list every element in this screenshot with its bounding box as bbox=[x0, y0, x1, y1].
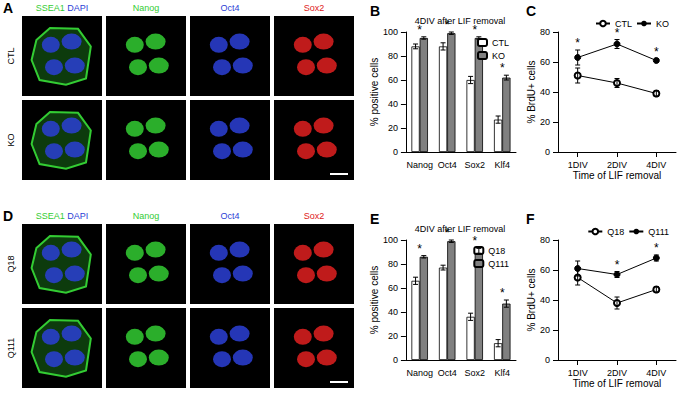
svg-text:*: * bbox=[472, 234, 477, 248]
svg-text:60: 60 bbox=[388, 283, 398, 293]
svg-text:0: 0 bbox=[393, 147, 398, 157]
svg-text:60: 60 bbox=[388, 75, 398, 85]
svg-text:CTL: CTL bbox=[615, 18, 632, 29]
svg-text:20: 20 bbox=[540, 325, 550, 335]
svg-text:*: * bbox=[445, 18, 450, 32]
svg-text:4DIV: 4DIV bbox=[646, 368, 666, 378]
svg-text:100: 100 bbox=[383, 27, 398, 37]
svg-text:*: * bbox=[654, 45, 659, 59]
svg-text:Time of LIF removal: Time of LIF removal bbox=[573, 170, 662, 181]
svg-text:KO: KO bbox=[6, 133, 16, 146]
svg-text:Sox2: Sox2 bbox=[304, 3, 325, 13]
svg-text:% positive cells: % positive cells bbox=[369, 58, 380, 126]
svg-text:4DIV after LIF removal: 4DIV after LIF removal bbox=[415, 224, 506, 234]
svg-text:*: * bbox=[654, 241, 659, 255]
svg-text:60: 60 bbox=[540, 265, 550, 275]
svg-text:*: * bbox=[417, 242, 422, 256]
svg-text:Klf4: Klf4 bbox=[494, 160, 510, 170]
svg-text:2DIV: 2DIV bbox=[607, 160, 627, 170]
svg-text:Q111: Q111 bbox=[488, 259, 509, 269]
svg-text:80: 80 bbox=[540, 235, 550, 245]
svg-text:Q18: Q18 bbox=[488, 246, 505, 256]
svg-text:*: * bbox=[417, 23, 422, 37]
svg-text:Oct4: Oct4 bbox=[220, 3, 239, 13]
svg-text:*: * bbox=[445, 226, 450, 240]
svg-text:KO: KO bbox=[492, 51, 505, 61]
svg-text:Nanog: Nanog bbox=[133, 211, 160, 221]
svg-text:% BrdU+ cells: % BrdU+ cells bbox=[526, 60, 537, 123]
svg-text:1DIV: 1DIV bbox=[568, 160, 588, 170]
svg-text:CTL: CTL bbox=[492, 38, 509, 48]
svg-text:0: 0 bbox=[545, 147, 550, 157]
svg-text:4DIV after LIF removal: 4DIV after LIF removal bbox=[415, 16, 506, 26]
svg-text:Q111: Q111 bbox=[6, 338, 16, 359]
svg-text:A: A bbox=[3, 0, 13, 16]
svg-text:20: 20 bbox=[388, 123, 398, 133]
svg-text:% positive cells: % positive cells bbox=[369, 266, 380, 334]
svg-text:Oct4: Oct4 bbox=[220, 211, 239, 221]
svg-text:Oct4: Oct4 bbox=[438, 368, 457, 378]
svg-text:E: E bbox=[370, 211, 379, 227]
svg-text:40: 40 bbox=[388, 307, 398, 317]
svg-text:F: F bbox=[526, 211, 535, 227]
svg-text:80: 80 bbox=[388, 51, 398, 61]
svg-text:*: * bbox=[615, 258, 620, 272]
svg-text:40: 40 bbox=[540, 295, 550, 305]
svg-text:40: 40 bbox=[540, 87, 550, 97]
svg-text:Nanog: Nanog bbox=[406, 160, 433, 170]
svg-text:20: 20 bbox=[540, 117, 550, 127]
svg-text:Sox2: Sox2 bbox=[304, 211, 325, 221]
svg-text:*: * bbox=[575, 36, 580, 50]
svg-text:D: D bbox=[3, 208, 13, 224]
svg-text:B: B bbox=[370, 3, 380, 19]
svg-text:*: * bbox=[500, 61, 505, 75]
svg-text:KO: KO bbox=[656, 19, 669, 29]
svg-text:*: * bbox=[615, 26, 620, 40]
svg-text:C: C bbox=[526, 3, 536, 19]
svg-text:CTL: CTL bbox=[6, 47, 16, 64]
svg-text:Time of LIF removal: Time of LIF removal bbox=[573, 378, 662, 389]
svg-text:SSEA1 DAPI: SSEA1 DAPI bbox=[36, 211, 89, 221]
svg-text:Klf4: Klf4 bbox=[494, 368, 510, 378]
svg-text:*: * bbox=[472, 23, 477, 37]
svg-text:40: 40 bbox=[388, 99, 398, 109]
svg-text:Nanog: Nanog bbox=[133, 3, 160, 13]
svg-text:SSEA1 DAPI: SSEA1 DAPI bbox=[36, 3, 89, 13]
svg-text:Q111: Q111 bbox=[648, 227, 669, 237]
svg-text:80: 80 bbox=[540, 27, 550, 37]
svg-text:100: 100 bbox=[383, 235, 398, 245]
svg-text:0: 0 bbox=[393, 355, 398, 365]
svg-text:80: 80 bbox=[388, 259, 398, 269]
svg-text:Sox2: Sox2 bbox=[464, 368, 485, 378]
svg-text:*: * bbox=[500, 286, 505, 300]
svg-text:Q18: Q18 bbox=[6, 255, 16, 272]
svg-text:Nanog: Nanog bbox=[406, 368, 433, 378]
svg-text:% BrdU+ cells: % BrdU+ cells bbox=[526, 268, 537, 331]
svg-text:Q18: Q18 bbox=[607, 227, 624, 237]
svg-text:2DIV: 2DIV bbox=[607, 368, 627, 378]
svg-text:60: 60 bbox=[540, 57, 550, 67]
svg-text:1DIV: 1DIV bbox=[568, 368, 588, 378]
svg-text:20: 20 bbox=[388, 331, 398, 341]
svg-text:4DIV: 4DIV bbox=[646, 160, 666, 170]
svg-text:0: 0 bbox=[545, 355, 550, 365]
svg-text:Oct4: Oct4 bbox=[438, 160, 457, 170]
svg-text:Sox2: Sox2 bbox=[464, 160, 485, 170]
